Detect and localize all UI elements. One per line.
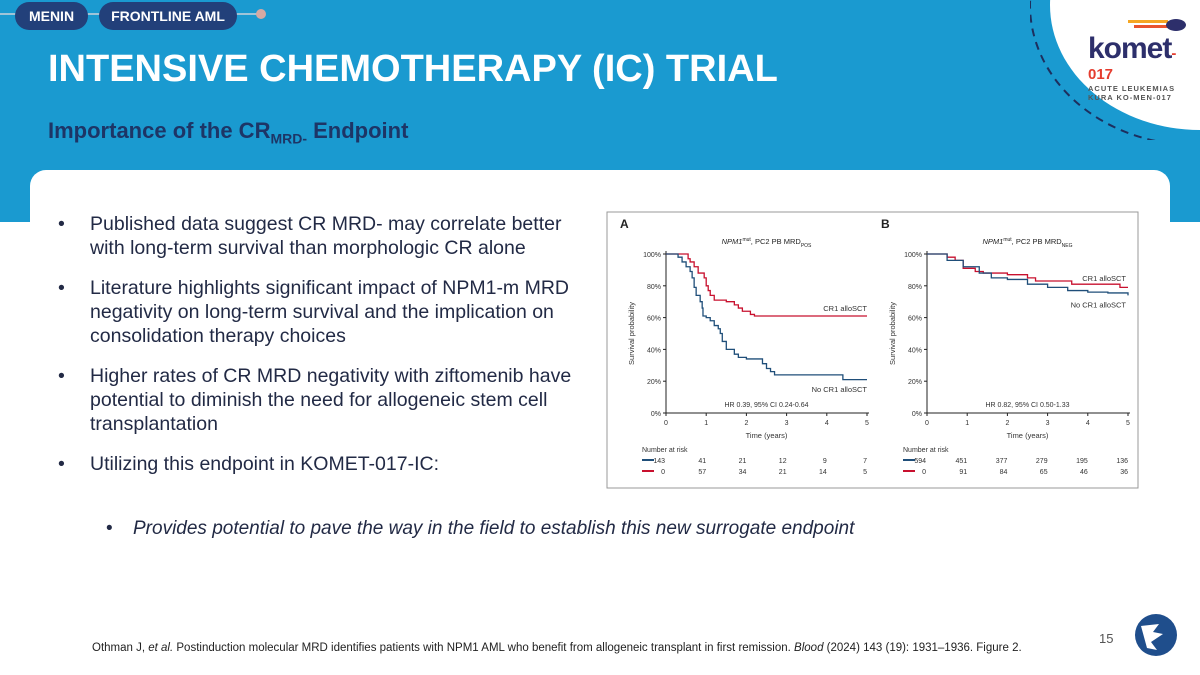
series-label: CR1 alloSCT xyxy=(1082,274,1126,283)
panel-title: NPM1mut, PC2 PB MRDNEG xyxy=(982,237,1072,249)
at-risk-value: 136 xyxy=(1116,458,1128,465)
panel-title: NPM1mut, PC2 PB MRDPOS xyxy=(722,237,812,249)
x-axis-label: Time (years) xyxy=(1007,431,1049,440)
x-tick-label: 0 xyxy=(664,420,668,427)
x-tick-label: 5 xyxy=(1126,420,1130,427)
y-tick-label: 80% xyxy=(908,284,922,291)
panel-label: B xyxy=(881,217,890,231)
km-curve-no-cr1-allosct xyxy=(666,253,867,381)
y-tick-label: 100% xyxy=(643,252,661,259)
brand-mark-icon xyxy=(1135,614,1177,656)
at-risk-value: 46 xyxy=(1080,469,1088,476)
at-risk-value: 21 xyxy=(739,458,747,465)
nav-dot xyxy=(256,9,266,19)
at-risk-value: 21 xyxy=(779,469,787,476)
x-tick-label: 1 xyxy=(704,420,708,427)
y-tick-label: 40% xyxy=(908,347,922,354)
logo-corner xyxy=(1030,0,1200,140)
hr-annotation: HR 0.39, 95% CI 0.24-0.64 xyxy=(724,402,808,409)
sub-bullet: Provides potential to pave the way in th… xyxy=(106,518,854,540)
nav-pill-frontline-aml[interactable]: FRONTLINE AML xyxy=(99,2,237,30)
x-tick-label: 2 xyxy=(1005,420,1009,427)
y-axis-label: Survival probability xyxy=(888,302,897,365)
page-number: 15 xyxy=(1099,631,1114,646)
bullet: Utilizing this endpoint in KOMET-017-IC: xyxy=(58,452,598,476)
page-subtitle: Importance of the CRMRD- Endpoint xyxy=(48,118,409,147)
at-risk-value: 5 xyxy=(863,469,867,476)
bullet: Literature highlights significant impact… xyxy=(58,276,598,348)
x-tick-label: 0 xyxy=(925,420,929,427)
at-risk-label: Number at risk xyxy=(642,447,688,454)
y-tick-label: 80% xyxy=(647,284,661,291)
y-tick-label: 60% xyxy=(908,316,922,323)
bullet: Published data suggest CR MRD- may corre… xyxy=(58,212,598,260)
at-risk-label: Number at risk xyxy=(903,447,949,454)
km-curve-cr1-allosct xyxy=(927,253,1128,289)
logo-backdrop xyxy=(1050,0,1200,130)
at-risk-value: 143 xyxy=(653,458,665,465)
y-tick-label: 40% xyxy=(647,347,661,354)
panel-label: A xyxy=(620,217,629,231)
at-risk-value: 195 xyxy=(1076,458,1088,465)
at-risk-value: 0 xyxy=(922,469,926,476)
at-risk-value: 279 xyxy=(1036,458,1048,465)
at-risk-value: 84 xyxy=(1000,469,1008,476)
at-risk-value: 41 xyxy=(698,458,706,465)
komet-logo: komet-017 ACUTE LEUKEMIAS KURA KO-MEN-01… xyxy=(1088,18,1198,102)
km-curve-cr1-allosct xyxy=(666,253,867,317)
y-tick-label: 0% xyxy=(651,411,661,418)
series-label: No CR1 alloSCT xyxy=(812,385,868,394)
series-label: No CR1 alloSCT xyxy=(1071,301,1127,310)
at-risk-value: 12 xyxy=(779,458,787,465)
x-axis-label: Time (years) xyxy=(746,431,788,440)
at-risk-value: 36 xyxy=(1120,469,1128,476)
at-risk-value: 7 xyxy=(863,458,867,465)
km-curve-no-cr1-allosct xyxy=(927,253,1129,296)
page-title: INTENSIVE CHEMOTHERAPY (IC) TRIAL xyxy=(48,48,778,90)
x-tick-label: 4 xyxy=(825,420,829,427)
y-tick-label: 20% xyxy=(908,379,922,386)
hr-annotation: HR 0.82, 95% CI 0.50-1.33 xyxy=(985,402,1069,409)
x-tick-label: 3 xyxy=(1046,420,1050,427)
figure-frame xyxy=(606,211,1139,489)
x-tick-label: 5 xyxy=(865,420,869,427)
reference: Othman J, et al. Postinduction molecular… xyxy=(92,642,1022,654)
y-tick-label: 100% xyxy=(904,252,922,259)
x-tick-label: 2 xyxy=(744,420,748,427)
y-axis-label: Survival probability xyxy=(627,302,636,365)
bullet: Higher rates of CR MRD negativity with z… xyxy=(58,364,598,436)
at-risk-value: 0 xyxy=(661,469,665,476)
x-tick-label: 3 xyxy=(785,420,789,427)
at-risk-value: 91 xyxy=(959,469,967,476)
at-risk-value: 377 xyxy=(996,458,1008,465)
at-risk-value: 9 xyxy=(823,458,827,465)
x-tick-label: 4 xyxy=(1086,420,1090,427)
y-tick-label: 20% xyxy=(647,379,661,386)
x-tick-label: 1 xyxy=(965,420,969,427)
at-risk-value: 65 xyxy=(1040,469,1048,476)
y-tick-label: 0% xyxy=(912,411,922,418)
y-tick-label: 60% xyxy=(647,316,661,323)
at-risk-value: 594 xyxy=(914,458,926,465)
bullet-list: Published data suggest CR MRD- may corre… xyxy=(58,212,598,492)
at-risk-value: 14 xyxy=(819,469,827,476)
at-risk-value: 34 xyxy=(739,469,747,476)
comet-icon xyxy=(1128,19,1186,31)
series-label: CR1 alloSCT xyxy=(823,304,867,313)
at-risk-value: 57 xyxy=(698,469,706,476)
at-risk-value: 451 xyxy=(956,458,968,465)
nav-pill-menin[interactable]: MENIN xyxy=(15,2,88,30)
